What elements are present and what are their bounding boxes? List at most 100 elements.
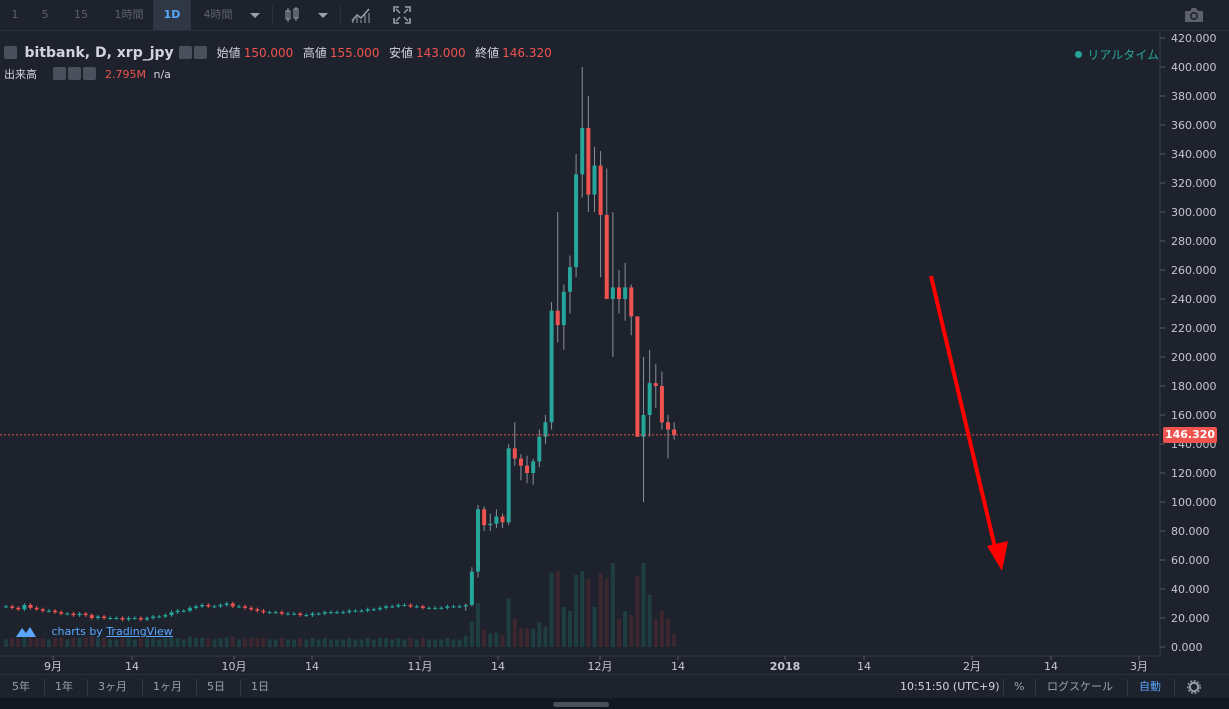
candle-body [230,603,235,607]
chart-toolbar: 1 5 15 1時間 1D 4時間 [0,0,1229,31]
candle-body [390,606,395,608]
candle-body [261,610,266,613]
indicators-icon[interactable] [350,5,372,25]
price-tick-label: 400.000 [1171,61,1217,74]
gear-icon[interactable] [67,67,81,80]
interval-1m[interactable]: 1 [11,8,19,21]
price-axis[interactable]: 420.000 400.000 380.000 360.000 340.000 320.0… [1160,32,1217,654]
status-dot [1075,51,1083,58]
range-1m[interactable]: 1ヶ月 [153,680,182,693]
range-5y[interactable]: 5年 [12,680,30,693]
time-tick-label: 14 [857,660,871,673]
volume-bar [59,637,64,647]
volume-bar [279,637,284,647]
volume-bar [108,639,113,647]
interval-1d[interactable]: 1D [153,0,191,30]
candle-body [561,291,566,326]
candle-body [518,458,523,466]
volume-bar [230,636,235,647]
volume-bar [567,611,572,647]
candle-body [243,606,248,608]
chevron-down-icon[interactable] [313,5,333,25]
candle-body [292,613,297,615]
volume-bar [402,639,407,647]
volume-bar [439,639,444,647]
candle-body [28,604,33,608]
eye-icon[interactable] [52,67,66,80]
candle-body [476,509,481,572]
candlesticks [4,67,677,622]
percent-toggle[interactable]: % [1014,680,1025,693]
price-chart[interactable]: 420.000 400.000 380.000 360.000 340.000 320.0… [0,31,1229,674]
volume-bar [46,639,51,647]
candlestick-icon[interactable] [282,5,302,25]
volume-ma-value: n/a [153,68,171,81]
close-icon[interactable] [82,67,96,80]
candle-body [617,287,621,299]
candle-body [666,422,671,430]
time-axis[interactable]: 9月 14 10月 14 11月 14 12月 14 2018 14 2月 14 3月 [44,656,1148,673]
scroll-handle[interactable] [553,702,609,707]
gear-icon[interactable] [1187,680,1201,694]
candle-body [95,616,100,618]
range-1d[interactable]: 1日 [251,680,269,693]
range-1y[interactable]: 1年 [55,680,73,693]
bottom-toolbar: 5年 1年 3ヶ月 1ヶ月 5日 1日 10:51:50 (UTC+9) % ロ… [0,674,1229,699]
fullscreen-icon[interactable] [392,5,412,25]
chevron-down-icon[interactable] [245,5,265,25]
arrow-head [987,541,1008,571]
candle-body [59,612,64,614]
candle-body [371,609,376,611]
time-tick-label: 14 [671,660,685,673]
candle-body [653,383,658,386]
candle-body [635,316,640,437]
price-tick-label: 360.000 [1171,119,1217,132]
log-scale-toggle[interactable]: ログスケール [1047,680,1113,693]
eye-icon[interactable] [179,46,193,59]
open-label: 始値 [216,46,241,60]
tradingview-link[interactable]: TradingView [106,625,173,638]
candle-body [224,603,229,605]
candle-body [598,165,603,215]
candle-body [347,610,352,613]
cloud-icon [16,627,36,637]
gear-icon[interactable] [194,46,208,59]
high-value: 155.000 [329,46,380,60]
tradingview-brand[interactable]: charts by TradingView [14,624,173,638]
interval-5m[interactable]: 5 [41,8,49,21]
price-tick-label: 80.000 [1171,525,1210,538]
clock-time: 10:51:50 [900,680,950,693]
collapse-legend-button[interactable] [4,46,17,59]
candle-body [439,607,444,609]
candle-body [543,422,548,437]
clock[interactable]: 10:51:50 (UTC+9) [900,675,1000,699]
volume-bar [292,639,297,647]
volume-bar [377,637,382,647]
interval-1h[interactable]: 1時間 [114,8,144,21]
candle-body [500,516,505,523]
auto-scale-toggle[interactable]: 自動 [1139,680,1161,693]
candle-body [10,606,15,608]
candle-body [22,604,27,610]
interval-15m[interactable]: 15 [74,8,88,21]
volume-bar [163,637,168,647]
candle-body [408,604,413,607]
candle-body [672,429,677,435]
time-tick-label: 2月 [963,660,981,673]
range-5d[interactable]: 5日 [207,680,225,693]
volume-bar [347,637,352,647]
camera-icon[interactable] [1183,5,1205,25]
realtime-indicator: リアルタイム [1075,46,1159,63]
candle-body [488,523,493,526]
range-3m[interactable]: 3ヶ月 [98,680,127,693]
candle-body [285,613,290,615]
volume-bar [341,639,346,647]
volume-bar [22,634,27,647]
candle-body [610,287,615,299]
volume-bar [672,633,677,647]
interval-4h[interactable]: 4時間 [203,8,233,21]
symbol-title: bitbank, D, xrp_jpy [24,45,174,61]
volume-bar [157,639,162,647]
candle-body [402,604,407,606]
price-tick-label: 280.000 [1171,235,1217,248]
